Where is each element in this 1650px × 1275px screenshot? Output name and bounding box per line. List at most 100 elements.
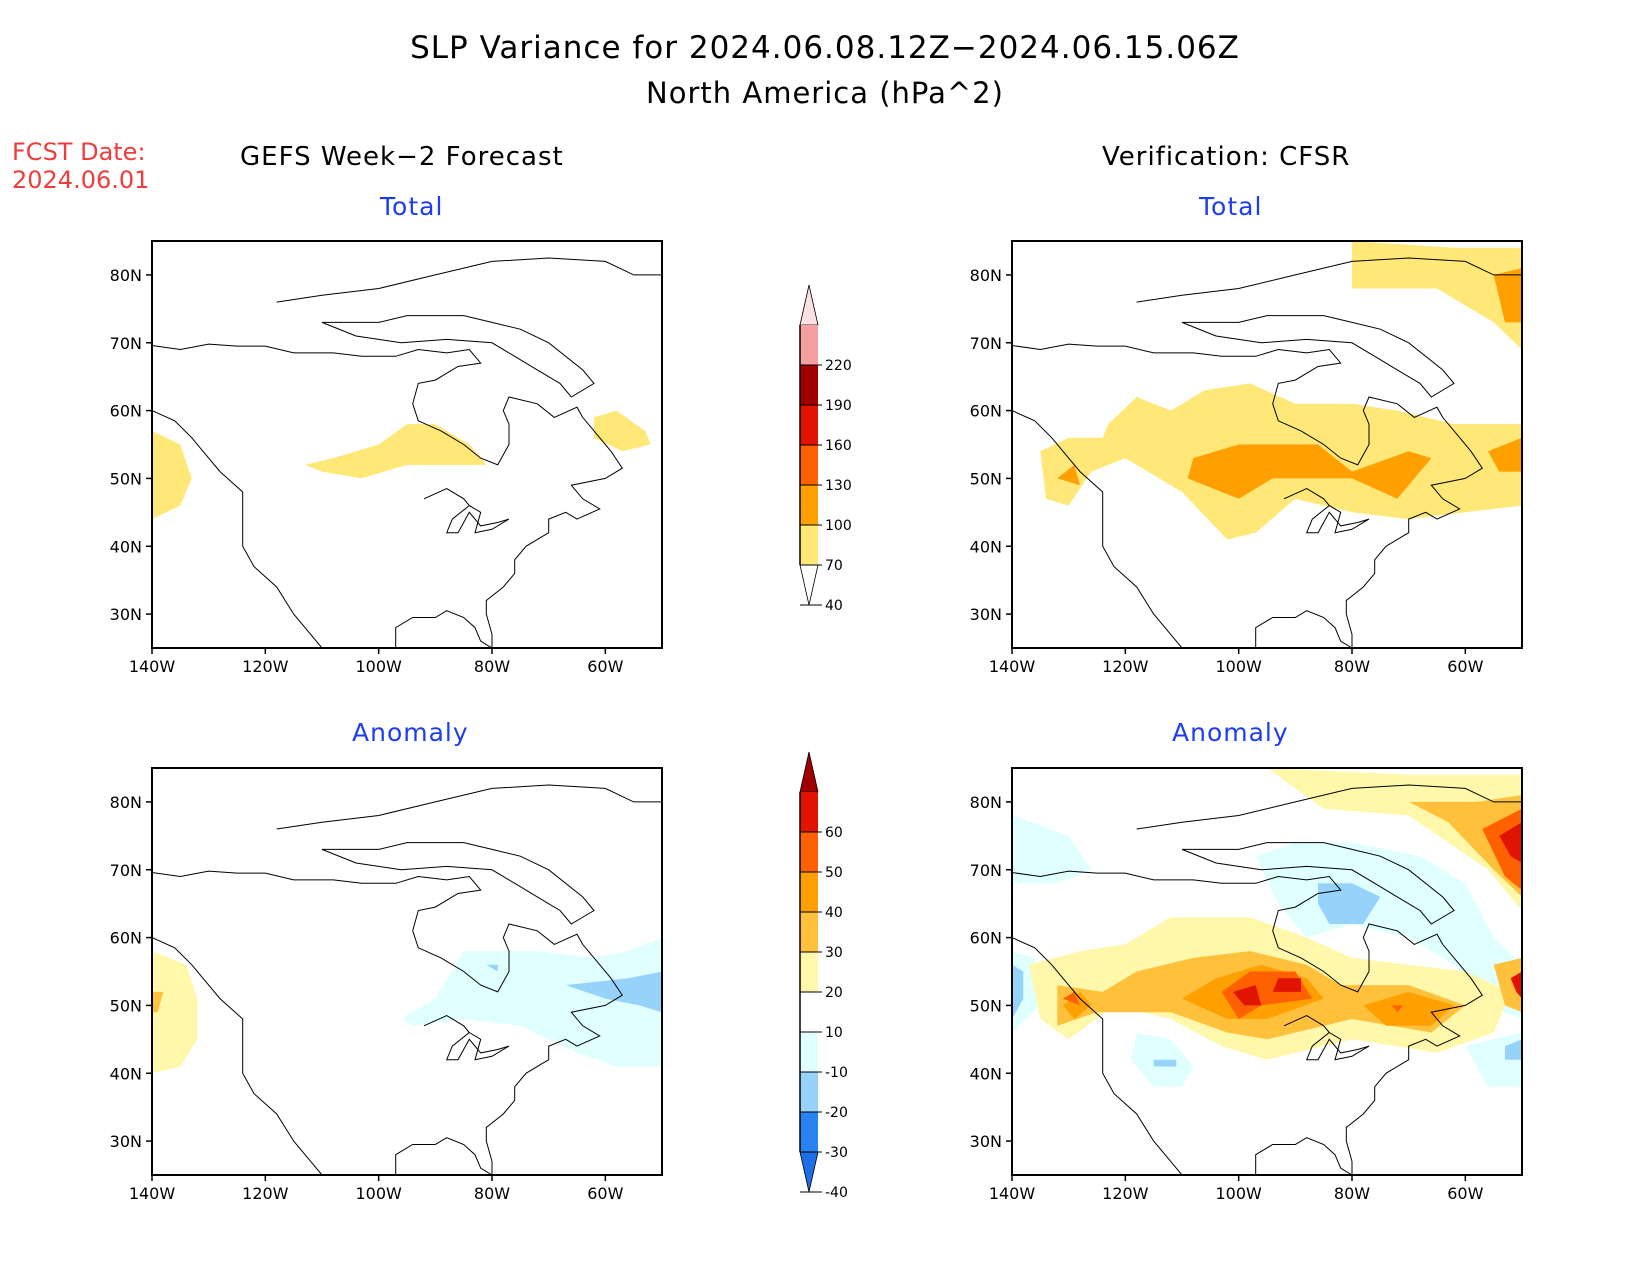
x-tick-label: 60W — [1447, 1184, 1483, 1203]
x-tick-label: 120W — [242, 657, 289, 676]
colorbar-arrow-bottom — [799, 1151, 819, 1193]
colorbar-swatch — [800, 1072, 818, 1112]
x-tick-label: 80W — [1334, 657, 1370, 676]
map-frame — [151, 767, 663, 1176]
shaded-field — [152, 784, 662, 1175]
panel-title-verification-total: Total — [1199, 192, 1263, 221]
x-tick-label: 60W — [587, 657, 623, 676]
contour-region — [1493, 268, 1522, 323]
contour-region — [1318, 883, 1381, 924]
left-column-title: GEFS Week−2 Forecast — [240, 142, 564, 172]
colorbar-label: 40 — [825, 905, 843, 921]
x-tick-label: 120W — [242, 1184, 289, 1203]
contour-region — [152, 991, 164, 1013]
colorbar-label: 190 — [825, 398, 852, 414]
colorbar-arrow-top — [799, 284, 819, 326]
x-tick-label: 140W — [129, 1184, 176, 1203]
right-column-title: Verification: CFSR — [1102, 142, 1351, 172]
colorbar-swatch — [800, 912, 818, 952]
panel-title-forecast-anomaly: Anomaly — [352, 718, 469, 747]
y-tick-label: 40N — [110, 537, 142, 556]
x-tick-label: 60W — [587, 1184, 623, 1203]
colorbar-swatch — [800, 1112, 818, 1152]
colorbar-label: 30 — [825, 945, 843, 961]
y-tick-label: 40N — [970, 1064, 1002, 1083]
colorbar-arrow-bottom — [799, 564, 819, 606]
panel-title-forecast-total: Total — [380, 192, 444, 221]
y-tick-label: 70N — [110, 861, 142, 880]
colorbar-swatch — [800, 325, 818, 365]
x-tick-label: 100W — [355, 657, 402, 676]
coastline — [276, 257, 662, 303]
map-panel-forecast-total: 30N 40N 50N 60N 70N 80N 140W 120W 100W 80W 60W — [110, 240, 663, 676]
contour-region — [1493, 957, 1522, 1013]
fcst-date: 2024.06.01 — [12, 166, 150, 194]
x-tick-label: 120W — [1102, 657, 1149, 676]
colorbar-swatch — [800, 365, 818, 405]
x-tick-label: 60W — [1447, 657, 1483, 676]
y-tick-label: 50N — [970, 469, 1002, 488]
coastline — [1283, 1015, 1370, 1061]
map-panel-forecast-anomaly: 30N 40N 50N 60N 70N 80N 140W 120W 100W 80W 60W — [110, 767, 663, 1203]
x-tick-label: 100W — [1215, 1184, 1262, 1203]
sub-title: North America (hPa^2) — [646, 76, 1004, 110]
colorbar-swatch — [800, 485, 818, 525]
colorbar-label: 40 — [825, 598, 843, 614]
contour-region — [1057, 464, 1080, 486]
colorbar-swatch — [800, 1032, 818, 1072]
colorbar-label: 70 — [825, 558, 843, 574]
contour-region — [1391, 1005, 1403, 1013]
colorbar-arrow-top — [799, 751, 819, 793]
y-tick-label: 30N — [110, 1132, 142, 1151]
coastline — [152, 410, 323, 648]
shaded-field — [1012, 241, 1522, 648]
colorbar-total: 220 190 160 130 100 70 40 — [799, 284, 852, 614]
colorbar-label: -40 — [825, 1185, 848, 1201]
shaded-field — [152, 257, 662, 648]
contour-region — [1187, 444, 1432, 499]
colorbar-label: 10 — [825, 1025, 843, 1041]
coastline — [1012, 410, 1183, 648]
contour-region — [1352, 241, 1522, 350]
main-title: SLP Variance for 2024.06.08.12Z−2024.06.… — [410, 30, 1240, 66]
colorbar-label: -20 — [825, 1105, 848, 1121]
contour-region — [1488, 437, 1522, 472]
contour-region — [1408, 795, 1522, 897]
colorbar-label: -10 — [825, 1065, 848, 1081]
colorbar-label: 100 — [825, 518, 852, 534]
y-tick-label: 40N — [110, 1064, 142, 1083]
coastline — [1136, 784, 1522, 830]
colorbar-swatch — [800, 832, 818, 872]
x-tick-label: 140W — [989, 1184, 1036, 1203]
coastline — [1012, 870, 1484, 1175]
x-tick-label: 140W — [129, 657, 176, 676]
contour-region — [1272, 978, 1301, 992]
y-tick-label: 30N — [970, 605, 1002, 624]
y-tick-label: 50N — [110, 469, 142, 488]
map-frame — [1011, 767, 1523, 1176]
contour-region — [152, 430, 192, 520]
x-tick-label: 80W — [474, 1184, 510, 1203]
coastline — [1136, 257, 1522, 303]
colorbar-swatch — [800, 525, 818, 565]
y-tick-label: 80N — [110, 793, 142, 812]
coastline — [1181, 842, 1455, 925]
y-tick-label: 80N — [970, 266, 1002, 285]
map-panel-verification-total: 30N 40N 50N 60N 70N 80N 140W 120W 100W 80W 60W — [970, 240, 1523, 676]
colorbar-anomaly: 60 50 40 30 20 10 -10 -20 -30 -40 — [799, 751, 848, 1201]
coastline — [276, 784, 662, 830]
coastline — [152, 937, 323, 1175]
coastline — [1283, 488, 1370, 534]
contour-region — [1063, 991, 1092, 1019]
y-tick-label: 50N — [970, 996, 1002, 1015]
coastline — [423, 1015, 510, 1061]
coastline — [1012, 937, 1183, 1175]
colorbar-swatch — [800, 992, 818, 1032]
colorbar-label: 220 — [825, 358, 852, 374]
colorbar-label: 130 — [825, 478, 852, 494]
contour-region — [1153, 1059, 1177, 1067]
x-tick-label: 140W — [989, 657, 1036, 676]
y-tick-label: 60N — [970, 929, 1002, 948]
y-tick-label: 70N — [110, 334, 142, 353]
